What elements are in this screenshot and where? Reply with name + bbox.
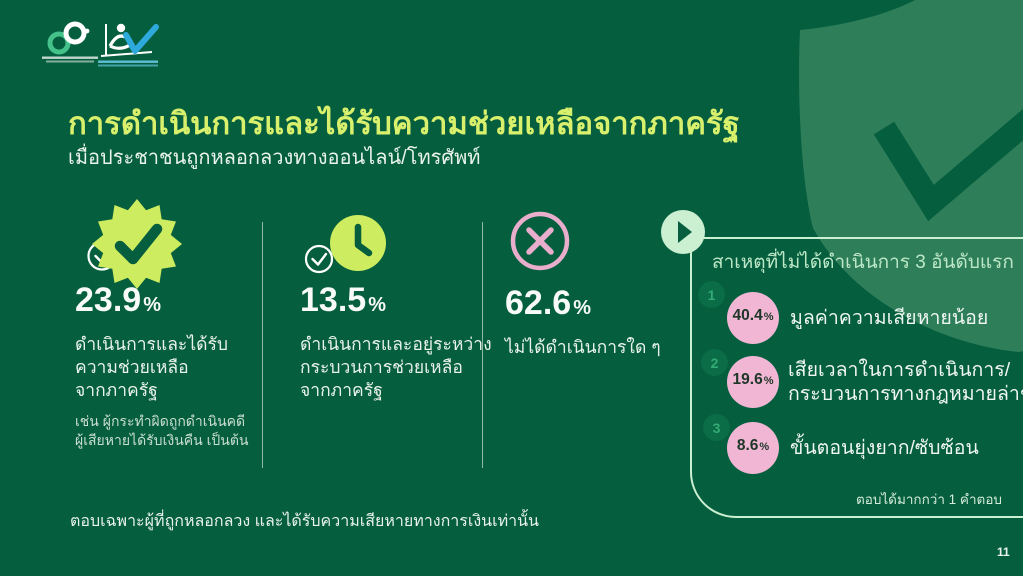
page-subtitle: เมื่อประชาชนถูกหลอกลวงทางออนไลน์/โทรศัพท… (68, 147, 481, 169)
reasons-panel-title: สาเหตุที่ไม่ได้ดำเนินการ 3 อันดับแรก (712, 252, 1014, 273)
stat-in-progress: 13.5% ดำเนินการและอยู่ระหว่าง กระบวนการช… (300, 281, 492, 402)
x-circle-icon (510, 211, 570, 271)
reason-value-bubble: 19.6% (727, 356, 779, 408)
reason-value-bubble: 8.6% (727, 422, 779, 474)
clock-icon (304, 215, 386, 274)
percent-sign: % (143, 294, 161, 316)
stat-no-action: 62.6% ไม่ได้ดำเนินการใด ๆ (505, 285, 690, 359)
play-triangle-icon (678, 221, 692, 243)
reason-label: ขั้นตอนยุ่งยาก/ซับซ้อน (790, 437, 979, 459)
rank-badge: 2 (701, 349, 728, 376)
column-divider (482, 222, 483, 468)
de-ministry-logo (42, 21, 98, 63)
percent-sign: % (763, 375, 774, 387)
stat-value: 62.6% (505, 284, 591, 322)
stat-description: ดำเนินการและอยู่ระหว่าง กระบวนการช่วยเหล… (300, 334, 492, 400)
percent-sign: % (368, 294, 386, 316)
multiple-answers-note: ตอบได้มากกว่า 1 คำตอบ (855, 492, 1002, 507)
stat-value: 23.9% (75, 281, 161, 319)
column-divider (262, 222, 263, 468)
stat-description: ดำเนินการและได้รับ ความช่วยเหลือ จากภาคร… (75, 334, 228, 400)
rank-badge: 3 (703, 414, 730, 441)
reason-value-bubble: 40.4% (727, 292, 779, 344)
rank-badge: 1 (698, 281, 725, 308)
percent-sign: % (573, 297, 591, 319)
footer-note: ตอบเฉพาะผู้ที่ถูกหลอกลวง และได้รับความเส… (70, 513, 539, 530)
badge-check-icon (87, 199, 182, 289)
percent-sign: % (763, 311, 774, 323)
reason-label: เสียเวลาในการดำเนินการ/ กระบวนการทางกฎหม… (788, 359, 1023, 405)
stat-description: ไม่ได้ดำเนินการใด ๆ (505, 337, 661, 357)
page-number: 11 (997, 545, 1010, 559)
play-icon (661, 210, 705, 254)
page-title: การดำเนินการและได้รับความช่วยเหลือจากภาค… (68, 106, 740, 141)
stat-example-note: เช่น ผู้กระทำผิดถูกดำเนินคดี ผู้เสียหายไ… (75, 413, 249, 448)
nso-statistics-logo (98, 23, 159, 67)
stat-received-help: 23.9% ดำเนินการและได้รับ ความช่วยเหลือ จ… (75, 282, 260, 450)
reason-label: มูลค่าความเสียหายน้อย (790, 307, 989, 329)
stat-value: 13.5% (300, 281, 386, 319)
percent-sign: % (759, 441, 770, 453)
